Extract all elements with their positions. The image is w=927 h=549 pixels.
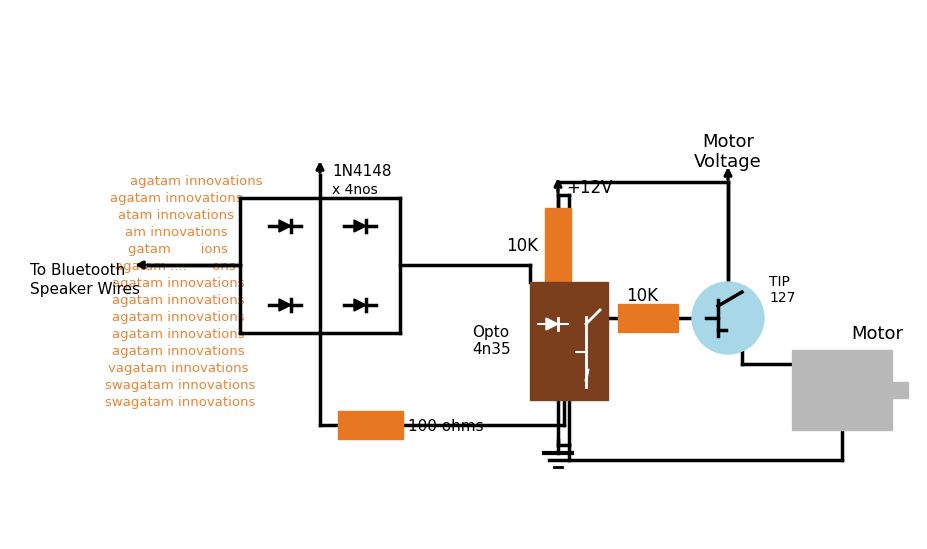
Polygon shape (353, 220, 365, 232)
Text: swagatam innovations: swagatam innovations (105, 396, 255, 409)
Text: atam innovations: atam innovations (118, 209, 234, 222)
Bar (529, 282, 607, 400)
Circle shape (692, 282, 763, 354)
Text: agatam innovations: agatam innovations (130, 175, 262, 188)
Text: agatam innovations: agatam innovations (112, 328, 245, 341)
Text: vagatam innovations: vagatam innovations (108, 362, 248, 375)
Text: x 4nos: x 4nos (332, 183, 377, 197)
Polygon shape (353, 299, 365, 311)
Text: gatam       ions: gatam ions (128, 243, 228, 256)
Text: agatam innovations: agatam innovations (112, 277, 245, 290)
Text: 10K: 10K (505, 237, 538, 255)
Bar (617, 304, 678, 332)
Text: agatam innovations: agatam innovations (112, 294, 245, 307)
Text: 100 ohms: 100 ohms (408, 419, 483, 434)
Polygon shape (545, 318, 557, 330)
Text: agatam innovations: agatam innovations (110, 192, 242, 205)
Text: am innovations: am innovations (125, 226, 227, 239)
Text: 1N4148: 1N4148 (332, 165, 391, 180)
Bar (337, 411, 402, 439)
Text: swagatam innovations: swagatam innovations (105, 379, 255, 392)
Text: Motor: Motor (850, 325, 902, 343)
Text: Opto
4n35: Opto 4n35 (472, 325, 510, 357)
Text: agatam ....      ons: agatam .... ons (115, 260, 235, 273)
Text: +12V: +12V (565, 179, 612, 197)
Text: Motor
Voltage: Motor Voltage (693, 133, 761, 171)
Text: agatam innovations: agatam innovations (112, 345, 245, 358)
Polygon shape (279, 220, 291, 232)
Text: To Bluetooth
Speaker Wires: To Bluetooth Speaker Wires (30, 262, 140, 298)
Bar (791, 350, 891, 430)
Text: agatam innovations: agatam innovations (112, 311, 245, 324)
Text: TIP
127: TIP 127 (768, 275, 794, 305)
Polygon shape (279, 299, 291, 311)
Bar (891, 382, 907, 398)
Text: 10K: 10K (626, 287, 657, 305)
Bar (544, 208, 570, 285)
